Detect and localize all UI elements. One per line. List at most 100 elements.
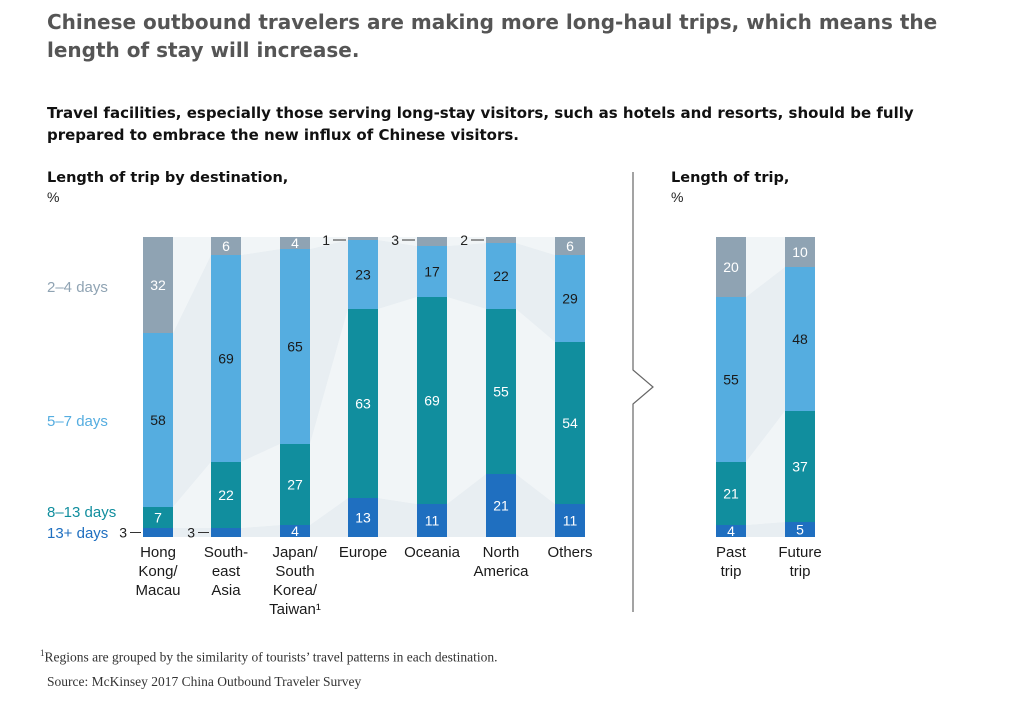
data-label: 27 <box>287 477 303 493</box>
destination-category-label: North <box>483 544 520 561</box>
destination-category-label: Asia <box>211 582 241 599</box>
destination-category-label: Kong/ <box>138 563 178 580</box>
bar-segment <box>486 309 516 474</box>
data-label: 32 <box>150 277 166 293</box>
trip-category-label: trip <box>790 563 811 580</box>
connector-band <box>516 237 555 255</box>
bar-segment <box>280 237 310 249</box>
connector-band <box>516 309 555 504</box>
data-label: 13 <box>355 510 371 526</box>
data-label: 22 <box>218 487 234 503</box>
bar-segment <box>143 507 173 528</box>
data-label: 54 <box>562 415 578 431</box>
bar-segment <box>716 297 746 462</box>
bar-segment <box>486 237 516 243</box>
left-panel-unit: % <box>47 189 60 205</box>
bar-segment <box>211 528 241 537</box>
bar-segment <box>716 237 746 297</box>
data-label: 3 <box>391 232 399 248</box>
destination-category-label: Taiwan¹ <box>269 601 321 618</box>
data-label: 2 <box>460 232 468 248</box>
footnote-text: Regions are grouped by the similarity of… <box>44 649 498 665</box>
bar-segment <box>417 237 447 246</box>
series-legend-label: 2–4 days <box>47 279 108 296</box>
data-label: 48 <box>792 331 808 347</box>
panel-divider <box>632 172 654 612</box>
bar-segment <box>280 525 310 537</box>
connector-band <box>310 498 348 537</box>
data-label: 6 <box>566 238 574 254</box>
bar-segment <box>555 504 585 537</box>
bar-segment <box>785 267 815 411</box>
data-label: 6 <box>222 238 230 254</box>
trip-category-label: Past <box>716 544 747 561</box>
connector-band <box>173 237 211 333</box>
bar-segment <box>785 522 815 537</box>
footnote-marker: 1 <box>40 648 45 658</box>
destination-category-label: America <box>473 563 529 580</box>
connector-band <box>447 237 486 246</box>
bar-segment <box>716 525 746 537</box>
destination-category-label: South <box>275 563 314 580</box>
bar-segment <box>211 255 241 462</box>
bar-segment <box>143 528 173 537</box>
connector-band <box>447 297 486 504</box>
trip-category-label: trip <box>721 563 742 580</box>
data-label: 5 <box>796 522 804 538</box>
data-label: 29 <box>562 291 578 307</box>
connector-band <box>241 444 280 528</box>
destination-category-label: Hong <box>140 544 176 561</box>
connector-band <box>241 525 280 537</box>
connector-band <box>241 249 280 462</box>
data-label: 21 <box>493 498 509 514</box>
connector-band <box>241 237 280 255</box>
connector-band <box>173 462 211 528</box>
connector-band <box>447 243 486 309</box>
series-legend-label: 8–13 days <box>47 504 116 521</box>
data-label: 7 <box>154 510 162 526</box>
bar-segment <box>716 462 746 525</box>
bar-segment <box>211 462 241 528</box>
source-note: Source: McKinsey 2017 China Outbound Tra… <box>47 674 362 689</box>
bar-segment <box>486 243 516 309</box>
data-label: 4 <box>727 523 735 539</box>
destination-category-label: east <box>212 563 241 580</box>
data-label: 17 <box>424 264 440 280</box>
bar-segment <box>417 246 447 297</box>
data-label: 11 <box>425 513 440 529</box>
bar-segment <box>143 333 173 507</box>
series-legend-label: 5–7 days <box>47 413 108 430</box>
destination-category-label: Macau <box>135 582 180 599</box>
connector-band <box>378 237 417 246</box>
data-label: 1 <box>322 232 330 248</box>
destination-category-label: Europe <box>339 544 387 561</box>
right-panel-title: Length of trip, <box>671 170 790 186</box>
connector-band <box>378 498 417 537</box>
bar-segment <box>348 498 378 537</box>
chart-title: Chinese outbound travelers are making mo… <box>47 10 938 62</box>
chart-subtitle: Travel facilities, especially those serv… <box>47 104 914 144</box>
data-label: 63 <box>355 396 371 412</box>
connector-band <box>746 237 785 297</box>
data-label: 55 <box>493 384 509 400</box>
bar-segment <box>486 474 516 537</box>
data-label: 22 <box>493 268 509 284</box>
data-label: 10 <box>792 244 808 260</box>
bar-segment <box>211 237 241 255</box>
data-label: 4 <box>291 523 299 539</box>
connector-band <box>378 297 417 504</box>
destination-category-label: Others <box>547 544 592 561</box>
destination-category-label: Korea/ <box>273 582 318 599</box>
bar-segment <box>785 411 815 522</box>
bar-segment <box>417 297 447 504</box>
footnote: 1Regions are grouped by the similarity o… <box>40 648 498 666</box>
data-label: 69 <box>218 351 234 367</box>
bar-segment <box>280 249 310 444</box>
data-label: 23 <box>355 267 371 283</box>
connector-band <box>173 255 211 507</box>
data-label: 3 <box>119 525 127 541</box>
connector-band <box>746 411 785 525</box>
data-label: 20 <box>723 259 739 275</box>
connector-band <box>173 528 211 537</box>
